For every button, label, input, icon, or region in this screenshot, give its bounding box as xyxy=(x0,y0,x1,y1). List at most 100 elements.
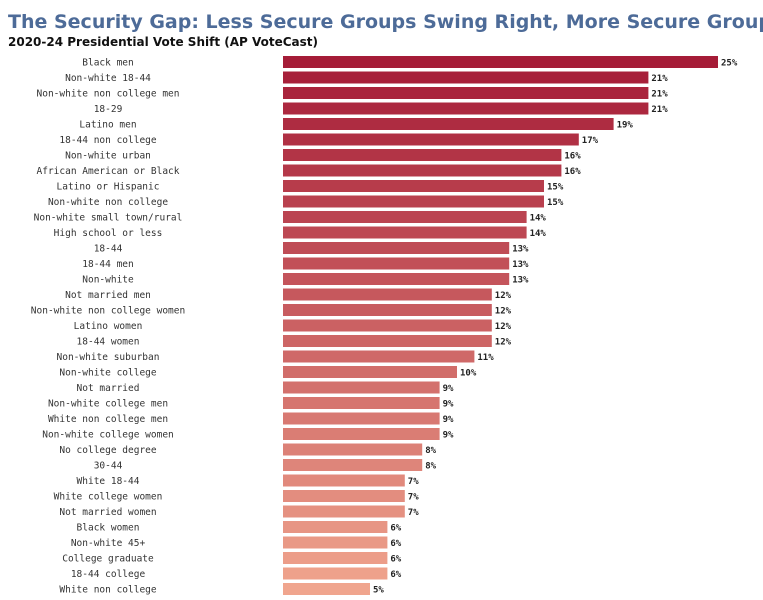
value-label: 12% xyxy=(495,307,512,317)
bar xyxy=(283,257,510,270)
bar xyxy=(283,366,457,378)
bar xyxy=(283,118,614,130)
category-label: Non-white 18-44 xyxy=(65,73,151,84)
bar xyxy=(283,583,370,595)
value-label: 16% xyxy=(564,152,581,162)
value-label: 7% xyxy=(408,493,419,503)
bar xyxy=(283,133,579,146)
bar xyxy=(283,304,492,316)
value-label: 6% xyxy=(390,524,401,534)
category-label: High school or less xyxy=(54,228,163,239)
category-label: Non-white college xyxy=(59,368,157,379)
bar xyxy=(283,412,440,425)
bar xyxy=(283,195,544,208)
value-label: 19% xyxy=(617,121,634,131)
value-label: 5% xyxy=(373,586,384,596)
bar xyxy=(283,443,423,456)
value-label: 9% xyxy=(443,384,454,394)
bar xyxy=(283,350,475,363)
category-label: Non-white college men xyxy=(48,399,168,410)
value-label: 9% xyxy=(443,415,454,425)
bar xyxy=(283,335,492,347)
value-label: 7% xyxy=(408,508,419,518)
value-label: 8% xyxy=(425,446,436,456)
bar xyxy=(283,71,649,84)
category-label: No college degree xyxy=(59,445,157,456)
bar xyxy=(283,505,405,518)
value-label: 9% xyxy=(443,431,454,441)
bar xyxy=(283,567,388,580)
category-label: Non-white non college men xyxy=(37,89,180,100)
category-label: Non-white 45+ xyxy=(71,538,146,549)
value-label: 10% xyxy=(460,369,477,379)
value-label: 6% xyxy=(390,555,401,565)
value-label: 16% xyxy=(564,167,581,177)
value-label: 13% xyxy=(512,245,529,255)
category-label: Latino women xyxy=(74,321,143,332)
bar xyxy=(283,552,388,564)
category-label: 18-44 xyxy=(94,244,123,255)
value-label: 14% xyxy=(530,214,547,224)
category-label: Latino men xyxy=(79,120,136,131)
bar xyxy=(283,180,544,192)
value-label: 8% xyxy=(425,462,436,472)
value-label: 7% xyxy=(408,477,419,487)
value-label: 11% xyxy=(477,353,494,363)
category-label: White college women xyxy=(54,492,163,503)
value-label: 12% xyxy=(495,338,512,348)
category-label: African American or Black xyxy=(37,166,180,177)
value-label: 21% xyxy=(651,105,668,115)
bar xyxy=(283,149,562,161)
bar xyxy=(283,102,649,115)
category-label: Non-white small town/rural xyxy=(34,213,183,224)
category-label: Latino or Hispanic xyxy=(57,182,160,193)
value-label: 6% xyxy=(390,539,401,549)
category-label: Not married women xyxy=(59,507,156,518)
value-label: 15% xyxy=(547,183,564,193)
category-label: White non college xyxy=(59,585,157,596)
category-label: 18-29 xyxy=(94,104,123,115)
value-label: 21% xyxy=(651,74,668,84)
bar xyxy=(283,521,388,533)
bar xyxy=(283,536,388,549)
category-label: Non-white non college xyxy=(48,197,168,208)
category-label: Black men xyxy=(82,58,133,69)
category-label: Non-white xyxy=(82,275,134,286)
bar xyxy=(283,226,527,239)
bar xyxy=(283,459,423,471)
bar xyxy=(283,273,510,285)
category-label: 30-44 xyxy=(94,461,123,472)
category-label: Non-white college women xyxy=(42,430,174,441)
bar xyxy=(283,211,527,223)
category-label: Not married xyxy=(77,383,140,394)
category-label: Non-white urban xyxy=(65,151,151,162)
value-label: 12% xyxy=(495,322,512,332)
bar xyxy=(283,381,440,394)
category-label: White 18-44 xyxy=(77,476,140,487)
category-label: Not married men xyxy=(65,290,151,301)
bar xyxy=(283,428,440,440)
category-label: Black women xyxy=(77,523,140,534)
category-label: Non-white suburban xyxy=(57,352,160,363)
value-label: 25% xyxy=(721,59,738,69)
bar xyxy=(283,490,405,502)
value-label: 15% xyxy=(547,198,564,208)
category-label: 18-44 men xyxy=(82,259,133,270)
category-label: 18-44 college xyxy=(71,569,146,580)
category-label: 18-44 women xyxy=(77,337,140,348)
bar xyxy=(283,288,492,301)
bar xyxy=(283,474,405,487)
value-label: 14% xyxy=(530,229,547,239)
value-label: 9% xyxy=(443,400,454,410)
bar xyxy=(283,87,649,99)
chart-title: The Security Gap: Less Secure Groups Swi… xyxy=(8,11,763,33)
value-label: 12% xyxy=(495,291,512,301)
bar xyxy=(283,319,492,332)
category-label: 18-44 non college xyxy=(59,135,157,146)
category-label: Non-white non college women xyxy=(31,306,185,317)
bar xyxy=(283,56,718,68)
bar xyxy=(283,242,510,254)
bar xyxy=(283,164,562,177)
category-label: College graduate xyxy=(62,554,154,565)
value-label: 13% xyxy=(512,276,529,286)
